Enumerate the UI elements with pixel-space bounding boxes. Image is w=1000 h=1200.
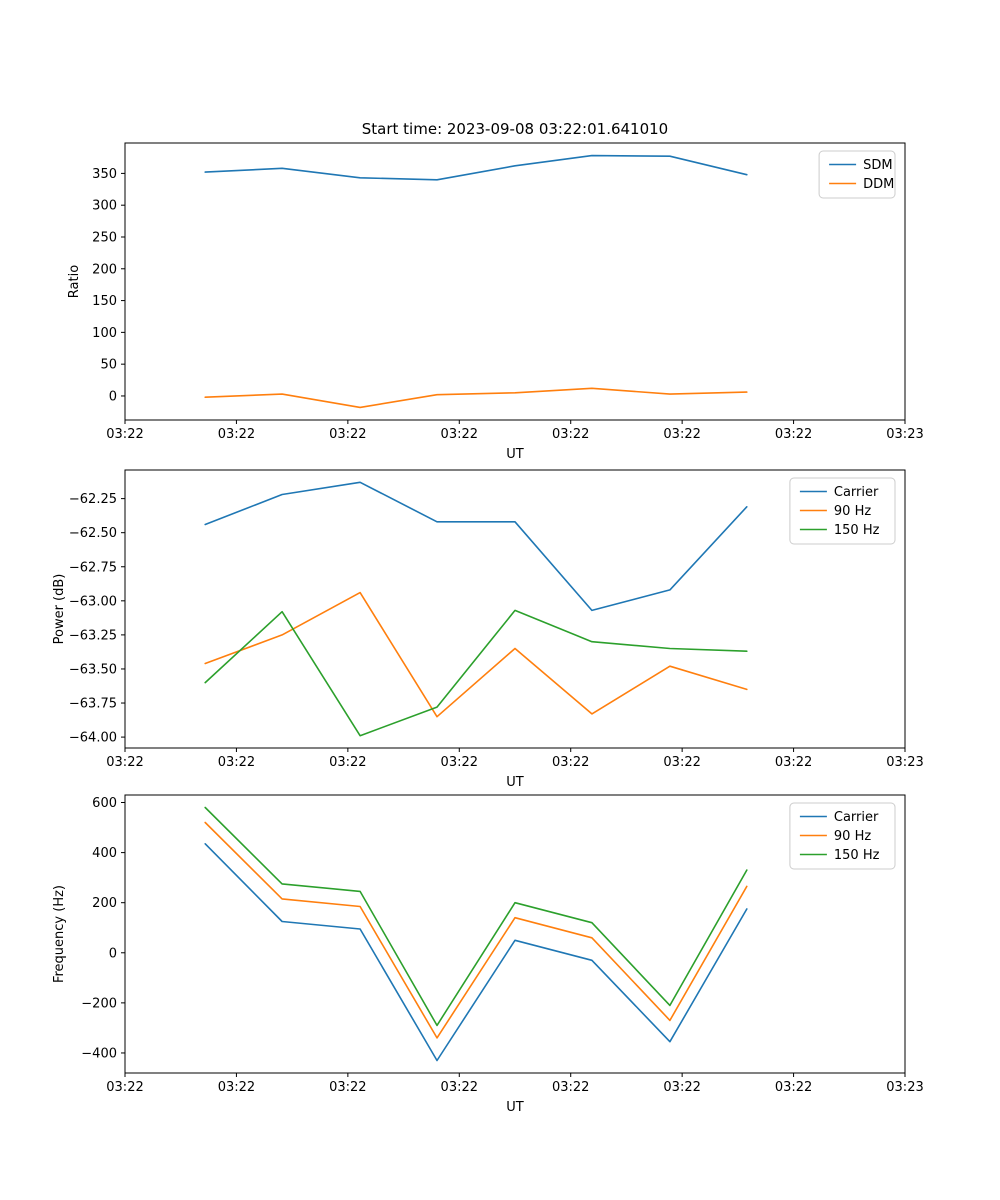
y-tick-label: −62.50 [69,526,117,541]
x-tick-label: 03:22 [775,427,812,442]
x-tick-label: 03:22 [106,755,143,770]
legend-label: 90 Hz [834,504,871,519]
x-tick-label: 03:22 [329,427,366,442]
y-tick-label: −64.00 [69,731,117,746]
x-tick-label: 03:22 [775,755,812,770]
power-subplot: 03:22 03:22 03:22 03:22 03:22 03:22 03:22 03:23… [52,469,924,790]
legend-box [789,477,896,545]
axes-frame [124,469,906,749]
axes-frame [124,142,906,421]
x-tick-label: 03:22 [775,1080,812,1095]
frequency-subplot: 03:22 03:22 03:22 03:22 03:22 03:22 03:22 03:23… [52,794,924,1115]
legend-label: Carrier [834,485,879,500]
y-tick-label: −63.25 [69,628,117,643]
y-tick-label: −62.25 [69,492,117,507]
x-tick-label: 03:22 [329,755,366,770]
y-tick-label: 400 [92,846,117,861]
series-line-ddm [204,387,748,409]
x-tick-label: 03:22 [663,755,700,770]
x-axis-label: UT [506,1100,524,1115]
y-axis-label: Power (dB) [52,574,67,645]
x-tick-label: 03:22 [663,1080,700,1095]
x-tick-label: 03:22 [552,1080,589,1095]
y-tick-label: 300 [92,199,117,214]
y-tick-label: 0 [109,389,117,404]
legend-label: 150 Hz [834,848,880,863]
y-tick-label: −63.00 [69,594,117,609]
x-tick-label: 03:22 [441,1080,478,1095]
figure-title: Start time: 2023-09-08 03:22:01.641010 [361,120,669,138]
x-tick-label: 03:22 [552,427,589,442]
x-tick-label: 03:22 [329,1080,366,1095]
series-line-sdm [204,154,748,181]
x-tick-label: 03:22 [218,1080,255,1095]
y-tick-label: −400 [81,1046,117,1061]
y-tick-label: −63.75 [69,697,117,712]
y-tick-label: −63.50 [69,662,117,677]
y-tick-label: 250 [92,230,117,245]
series-line-150-hz [204,609,748,737]
x-tick-label: 03:22 [106,427,143,442]
legend-label: DDM [863,177,894,192]
series-line-carrier [204,842,748,1062]
legend-box [789,802,896,870]
x-tick-label: 03:22 [218,427,255,442]
x-tick-label: 03:22 [106,1080,143,1095]
x-tick-label: 03:23 [886,427,923,442]
x-tick-label: 03:22 [441,427,478,442]
x-tick-label: 03:22 [218,755,255,770]
x-tick-label: 03:22 [441,755,478,770]
legend-label: Carrier [834,810,879,825]
x-tick-label: 03:22 [552,755,589,770]
legend-label: 90 Hz [834,829,871,844]
axes-frame [124,794,906,1074]
x-tick-label: 03:23 [886,1080,923,1095]
legend-box [818,150,896,199]
legend-label: SDM [863,158,892,173]
y-tick-label: −200 [81,996,117,1011]
series-line-90-hz [204,591,748,718]
legend-label: 150 Hz [834,523,880,538]
y-tick-label: 0 [109,946,117,961]
series-line-carrier [204,481,748,612]
series-line-90-hz [204,821,748,1039]
y-tick-label: 50 [100,358,117,373]
y-tick-label: −62.75 [69,560,117,575]
y-tick-label: 600 [92,796,117,811]
y-tick-label: 150 [92,294,117,309]
x-axis-label: UT [506,775,524,790]
x-tick-label: 03:22 [663,427,700,442]
y-axis-label: Ratio [67,265,82,298]
x-tick-label: 03:23 [886,755,923,770]
y-tick-label: 200 [92,896,117,911]
y-tick-label: 100 [92,326,117,341]
ratio-subplot: 03:22 03:22 03:22 03:22 03:22 03:22 03:22 03:23… [67,142,924,462]
x-axis-label: UT [506,447,524,462]
series-line-150-hz [204,806,748,1027]
y-axis-label: Frequency (Hz) [52,885,67,983]
y-tick-label: 200 [92,262,117,277]
y-tick-label: 350 [92,167,117,182]
